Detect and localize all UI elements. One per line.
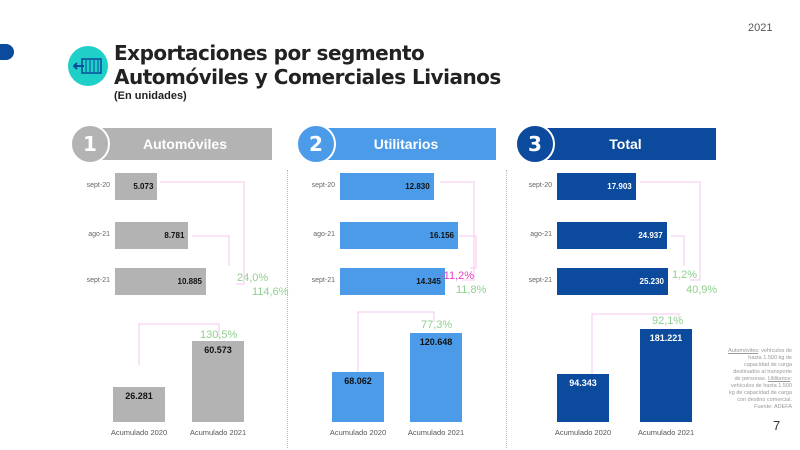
side-tab-marker xyxy=(0,44,14,60)
segment-header: Utilitarios xyxy=(316,128,496,160)
segment-header: Total xyxy=(535,128,716,160)
accumulated-bar: 26.281 xyxy=(113,386,165,422)
accumulated-label: Acumulado 2020 xyxy=(110,428,168,437)
panel-divider xyxy=(506,170,507,448)
change-vs-prev-year: 11,8% xyxy=(456,284,487,296)
accumulated-change: 92,1% xyxy=(652,315,684,327)
page-subtitle: (En unidades) xyxy=(114,90,187,102)
month-label: ago-21 xyxy=(88,231,110,238)
accumulated-label: Acumulado 2020 xyxy=(329,428,387,437)
accumulated-label: Acumulado 2021 xyxy=(407,428,465,437)
accumulated-label: Acumulado 2021 xyxy=(189,428,247,437)
month-bar: 10.885 xyxy=(115,268,206,295)
note-def-automoviles: : vehículos de hasta 1.500 kg de capacid… xyxy=(733,348,792,382)
accumulated-label: Acumulado 2021 xyxy=(637,428,695,437)
container-export-icon xyxy=(68,46,108,86)
segment-number-badge: 2 xyxy=(296,124,336,164)
month-label: sept-20 xyxy=(528,182,552,189)
panel-divider xyxy=(287,170,288,448)
page-title-line2: Automóviles y Comerciales Livianos xyxy=(114,65,501,89)
note-def-utilitarios: : vehículos de hasta 1.500 kg de capacid… xyxy=(729,376,792,403)
year-label: 2021 xyxy=(748,22,773,34)
month-bar: 8.781 xyxy=(115,222,189,249)
month-bar: 5.073 xyxy=(115,173,158,200)
page-number: 7 xyxy=(773,418,781,433)
accumulated-change: 130,5% xyxy=(200,329,238,341)
accumulated-change: 77,3% xyxy=(421,319,453,331)
definitions-note: Automóviles: vehículos de hasta 1.500 kg… xyxy=(728,348,792,411)
month-label: sept-21 xyxy=(86,277,110,284)
change-vs-prev-year: 114,6% xyxy=(252,286,289,298)
accumulated-bar: 94.343 xyxy=(557,373,609,422)
accumulated-label: Acumulado 2020 xyxy=(554,428,612,437)
segment-number-badge: 1 xyxy=(70,124,110,164)
month-label: ago-21 xyxy=(313,231,335,238)
month-bar: 25.230 xyxy=(557,268,668,295)
segment-header: Automóviles xyxy=(98,128,272,160)
accumulated-bar: 120.648 xyxy=(410,333,462,422)
month-label: ago-21 xyxy=(530,231,552,238)
note-term-utilitarios: Utilitarios xyxy=(767,376,791,382)
note-term-automoviles: Automóviles xyxy=(728,348,759,354)
month-bar: 16.156 xyxy=(340,222,458,249)
change-vs-prev-month: -11,2% xyxy=(440,270,475,282)
month-label: sept-21 xyxy=(528,277,552,284)
accumulated-bar: 68.062 xyxy=(332,371,384,422)
month-bar: 14.345 xyxy=(340,268,445,295)
month-label: sept-21 xyxy=(311,277,335,284)
change-vs-prev-year: 40,9% xyxy=(686,284,718,296)
month-label: sept-20 xyxy=(86,182,110,189)
accumulated-bar: 181.221 xyxy=(640,329,692,422)
month-bar: 12.830 xyxy=(340,173,434,200)
page-title-line1: Exportaciones por segmento xyxy=(114,41,425,65)
segment-number-badge: 3 xyxy=(515,124,555,164)
note-source: Fuente: ADEFA xyxy=(754,404,792,410)
change-vs-prev-month: 24,0% xyxy=(237,272,269,284)
accumulated-bar: 60.573 xyxy=(192,341,244,422)
change-vs-prev-month: 1,2% xyxy=(672,269,698,281)
month-label: sept-20 xyxy=(311,182,335,189)
month-bar: 24.937 xyxy=(557,222,667,249)
month-bar: 17.903 xyxy=(557,173,636,200)
